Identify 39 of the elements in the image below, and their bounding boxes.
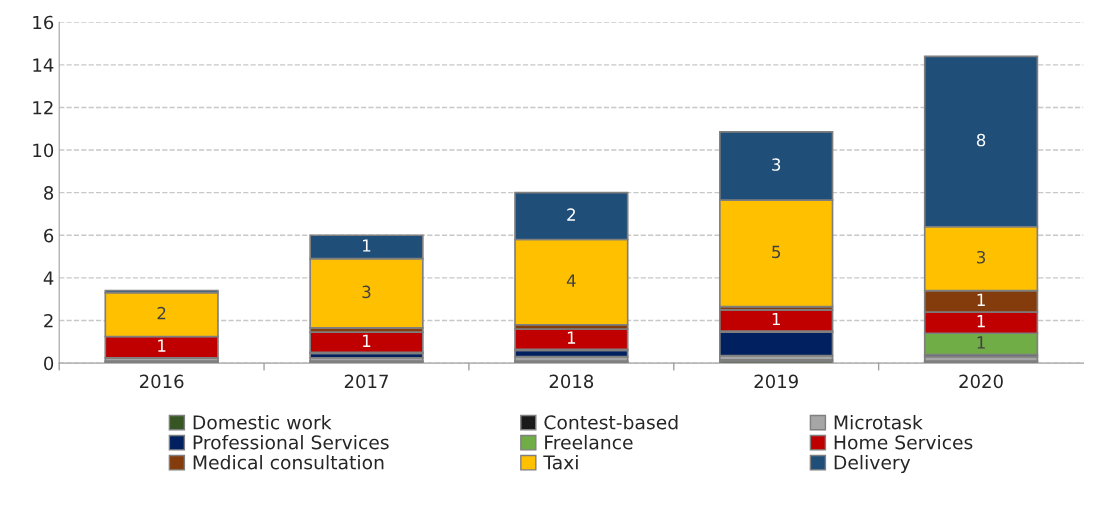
legend-label: Home Services	[834, 434, 973, 450]
x-tick-label: 2018	[549, 374, 594, 389]
data-label: 1	[977, 336, 985, 349]
legend-label: Medical consultation	[193, 454, 384, 470]
data-label: 8	[976, 133, 986, 147]
data-label: 1	[772, 312, 780, 326]
legend-label: Contest-based	[544, 414, 678, 430]
x-tick-label: 2020	[959, 374, 1003, 389]
x-tick-label: 2019	[754, 374, 798, 389]
y-tick-label: 4	[43, 271, 54, 285]
legend-label: Microtask	[834, 414, 923, 430]
data-label: 2	[157, 306, 166, 320]
data-label: 5	[772, 245, 781, 259]
y-tick-label: 10	[33, 143, 54, 158]
y-tick-label: 12	[33, 100, 53, 115]
data-label: 1	[977, 315, 985, 328]
data-label: 1	[567, 331, 576, 344]
data-label: 3	[772, 158, 781, 171]
x-tick-label: 2017	[344, 374, 388, 389]
y-tick-label: 6	[44, 228, 54, 243]
data-label: 1	[363, 334, 371, 347]
data-label: 1	[158, 339, 166, 352]
x-tick-label: 2016	[139, 374, 184, 389]
legend-label: Professional Services	[193, 434, 389, 450]
legend-label: Domestic work	[193, 414, 332, 430]
legend-label: Taxi	[543, 454, 578, 470]
y-tick-label: 16	[33, 15, 54, 30]
data-label: 4	[566, 274, 576, 287]
y-tick-label: 8	[44, 186, 54, 200]
y-tick-label: 14	[33, 58, 54, 72]
data-label: 3	[977, 250, 986, 264]
legend-label: Delivery	[834, 454, 911, 474]
data-label: 3	[362, 285, 371, 299]
y-tick-label: 2	[44, 313, 53, 328]
y-tick-label: 0	[44, 356, 54, 371]
legend-label: Freelance	[545, 434, 633, 450]
data-label: 2	[567, 208, 575, 221]
data-label: 1	[363, 239, 371, 252]
data-label: 1	[977, 293, 985, 306]
